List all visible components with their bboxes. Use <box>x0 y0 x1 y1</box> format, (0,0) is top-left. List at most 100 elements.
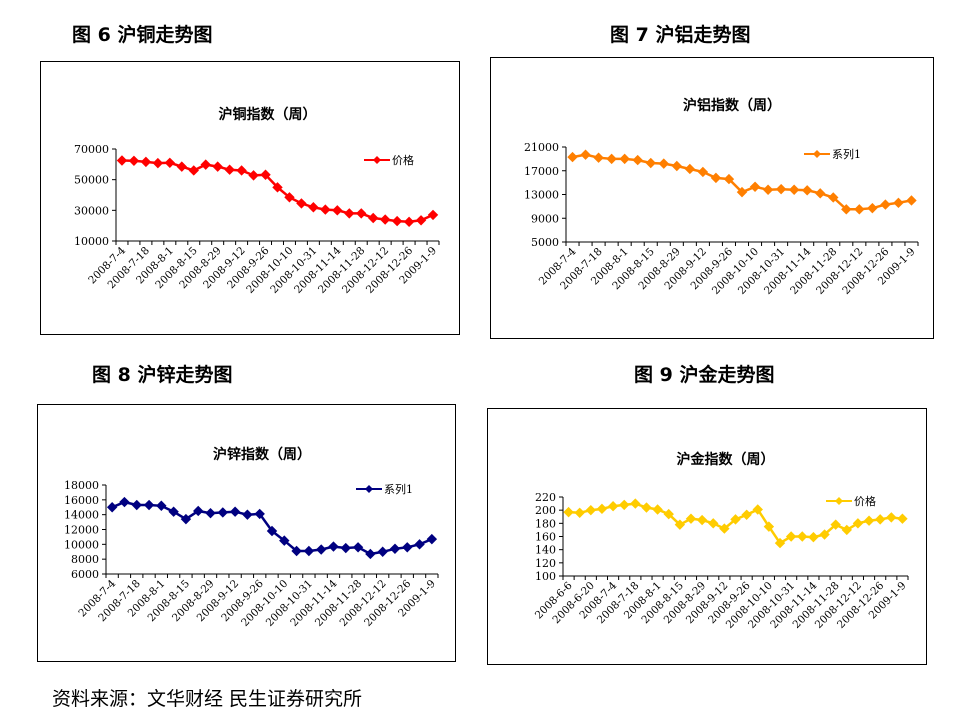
chart-svg: 沪铜指数（周）100003000050000700002008-7-42008-… <box>74 106 440 296</box>
data-point <box>128 155 140 167</box>
data-point <box>658 158 669 169</box>
data-point <box>119 496 130 508</box>
data-point <box>379 214 391 225</box>
data-point <box>797 531 808 542</box>
data-point <box>619 153 630 165</box>
y-tick-label: 21000 <box>524 141 559 154</box>
figure-6-caption: 图 6 沪铜走势图 <box>72 24 213 46</box>
gold-chart-panel: 沪金指数（周） 100 120 140 160 180 200 220 2008-6-6 2008… <box>487 408 927 665</box>
legend-marker <box>835 497 843 505</box>
data-point <box>414 539 425 550</box>
y-tick-label: 6000 <box>71 568 99 581</box>
data-point <box>841 204 852 215</box>
data-point <box>365 548 376 560</box>
data-point <box>296 198 307 209</box>
data-point <box>242 509 253 520</box>
data-point <box>106 502 118 513</box>
data-point <box>596 503 608 515</box>
data-point <box>763 521 775 532</box>
data-point <box>719 523 730 534</box>
y-tick-label: 200 <box>535 504 556 517</box>
data-point <box>188 165 199 176</box>
data-point <box>217 507 229 518</box>
data-point <box>685 513 697 524</box>
data-point <box>723 173 735 185</box>
y-tick-label: 100 <box>535 570 556 583</box>
zinc-chart-panel: 沪锌指数（周） 6000 8000 10000 12000 14000 16000 18000… <box>37 404 456 662</box>
data-point <box>367 212 379 224</box>
data-point <box>819 529 830 540</box>
data-point <box>841 524 852 536</box>
y-tick-label: 12000 <box>64 524 99 537</box>
data-point <box>131 499 142 511</box>
y-tick-label: 30000 <box>74 204 109 217</box>
data-point <box>291 545 302 557</box>
data-point <box>788 184 800 195</box>
data-point <box>632 154 643 166</box>
y-tick-label: 70000 <box>74 143 109 156</box>
data-point <box>328 541 339 552</box>
source-note: 资料来源：文华财经 民生证券研究所 <box>52 688 363 710</box>
data-point <box>229 506 241 517</box>
data-point <box>284 192 295 203</box>
copper-chart-panel: 沪铜指数（周） 10000 30000 50000 70000 2008-7-4 2008-… <box>40 61 460 335</box>
data-point <box>315 544 327 555</box>
data-point <box>116 155 128 166</box>
data-point <box>886 512 897 523</box>
data-point <box>193 505 204 517</box>
data-point <box>710 172 722 184</box>
data-point <box>332 205 343 216</box>
data-point <box>775 183 787 195</box>
data-point <box>897 513 908 524</box>
data-point <box>180 513 192 525</box>
data-point <box>708 518 719 529</box>
legend-marker <box>365 485 373 493</box>
data-point <box>156 500 167 511</box>
data-point <box>574 507 585 519</box>
y-tick-label: 18000 <box>64 479 99 492</box>
data-point <box>377 546 388 557</box>
data-point <box>585 504 597 516</box>
y-tick-label: 140 <box>535 544 556 557</box>
data-point <box>696 514 708 526</box>
figure-7-caption: 图 7 沪铝走势图 <box>610 24 751 46</box>
data-point <box>736 186 748 198</box>
data-point <box>143 499 155 511</box>
aluminum-chart-panel: 沪铝指数（周） 5000 9000 13000 17000 21000 2008-7-4 20… <box>490 57 934 339</box>
data-point <box>176 161 188 172</box>
series-line <box>572 153 912 211</box>
data-point <box>852 518 864 529</box>
data-point <box>749 181 761 192</box>
y-tick-label: 8000 <box>71 553 99 566</box>
data-point <box>815 188 826 199</box>
y-tick-label: 5000 <box>531 236 559 249</box>
data-point <box>671 160 683 172</box>
data-point <box>236 165 247 176</box>
chart-title: 沪金指数（周） <box>677 451 775 468</box>
data-point <box>320 204 331 215</box>
data-point <box>906 195 917 206</box>
data-point <box>828 192 839 203</box>
data-point <box>308 202 319 213</box>
chart-title: 沪铝指数（周） <box>683 97 781 114</box>
data-point <box>279 535 290 546</box>
data-point <box>674 519 686 530</box>
data-point <box>426 533 438 545</box>
data-point <box>630 498 641 509</box>
data-point <box>684 163 696 175</box>
data-point <box>224 164 235 175</box>
data-point <box>200 159 211 170</box>
data-point <box>403 216 415 228</box>
data-point <box>652 504 663 515</box>
legend-marker <box>813 150 821 158</box>
data-point <box>808 531 819 543</box>
chart-svg: 沪铝指数（周）500090001300017000210002008-7-420… <box>524 97 919 297</box>
data-point <box>830 519 841 530</box>
legend-label: 价格 <box>392 153 414 167</box>
data-point <box>641 502 652 513</box>
y-tick-label: 50000 <box>74 174 109 187</box>
data-point <box>272 182 283 193</box>
y-tick-label: 10000 <box>74 235 109 248</box>
data-point <box>697 166 709 178</box>
data-point <box>303 545 315 557</box>
